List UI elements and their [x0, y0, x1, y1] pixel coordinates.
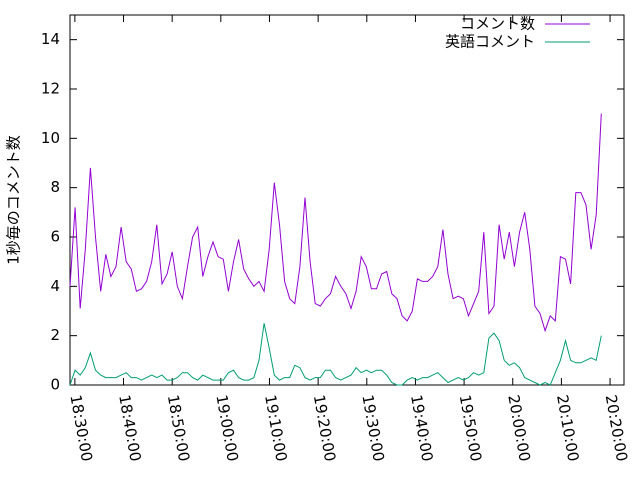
y-tick-label: 14	[41, 30, 60, 48]
x-tick-label: 19:50:00	[456, 393, 485, 462]
plot-border	[69, 14, 625, 386]
y-tick-label: 0	[50, 376, 60, 394]
x-tick-label: 19:00:00	[212, 393, 241, 462]
y-tick-label: 12	[41, 80, 60, 98]
y-axis-label: 1秒毎のコメント数	[5, 135, 23, 265]
line-series	[69, 113, 602, 333]
x-tick-label: 20:10:00	[553, 393, 582, 462]
legend-label: コメント数	[460, 15, 535, 33]
x-tick-label: 18:30:00	[66, 393, 95, 462]
y-tick-label: 10	[41, 129, 60, 147]
y-tick-label: 8	[50, 178, 60, 196]
x-tick-label: 19:20:00	[310, 393, 339, 462]
legend-label: 英語コメント	[445, 33, 535, 51]
x-tick-label: 18:50:00	[164, 393, 193, 462]
x-tick-label: 20:20:00	[602, 393, 631, 462]
x-tick-label: 19:10:00	[261, 393, 290, 462]
y-tick-label: 4	[50, 277, 60, 295]
x-tick-label: 18:40:00	[115, 393, 144, 462]
x-tick-label: 20:00:00	[504, 393, 533, 462]
x-tick-label: 19:40:00	[407, 393, 436, 462]
x-tick-label: 19:30:00	[358, 393, 387, 462]
y-tick-label: 6	[50, 228, 60, 246]
y-tick-label: 2	[50, 326, 60, 344]
line-series	[69, 323, 602, 386]
